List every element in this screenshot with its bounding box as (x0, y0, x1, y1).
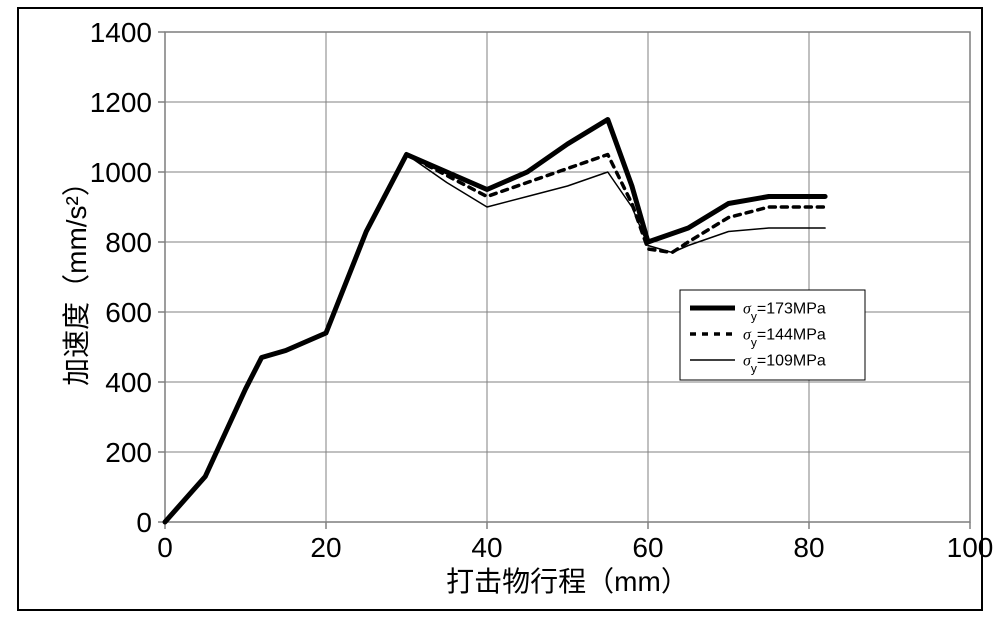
x-tick-label: 100 (947, 532, 994, 563)
x-axis-label: 打击物行程（mm） (446, 566, 689, 597)
y-tick-label: 0 (136, 507, 152, 538)
y-axis-label: 加速度（mm/s²） (61, 168, 92, 386)
y-tick-label: 400 (105, 367, 152, 398)
x-tick-label: 0 (157, 532, 173, 563)
y-tick-label: 1000 (90, 157, 152, 188)
y-tick-label: 1200 (90, 87, 152, 118)
y-tick-label: 800 (105, 227, 152, 258)
y-tick-label: 200 (105, 437, 152, 468)
x-tick-label: 20 (310, 532, 341, 563)
y-tick-label: 600 (105, 297, 152, 328)
x-tick-label: 60 (632, 532, 663, 563)
line-chart: 0204060801000200400600800100012001400打击物… (0, 0, 1000, 618)
y-tick-label: 1400 (90, 17, 152, 48)
x-tick-label: 40 (471, 532, 502, 563)
chart-container: 0204060801000200400600800100012001400打击物… (0, 0, 1000, 618)
x-tick-label: 80 (793, 532, 824, 563)
